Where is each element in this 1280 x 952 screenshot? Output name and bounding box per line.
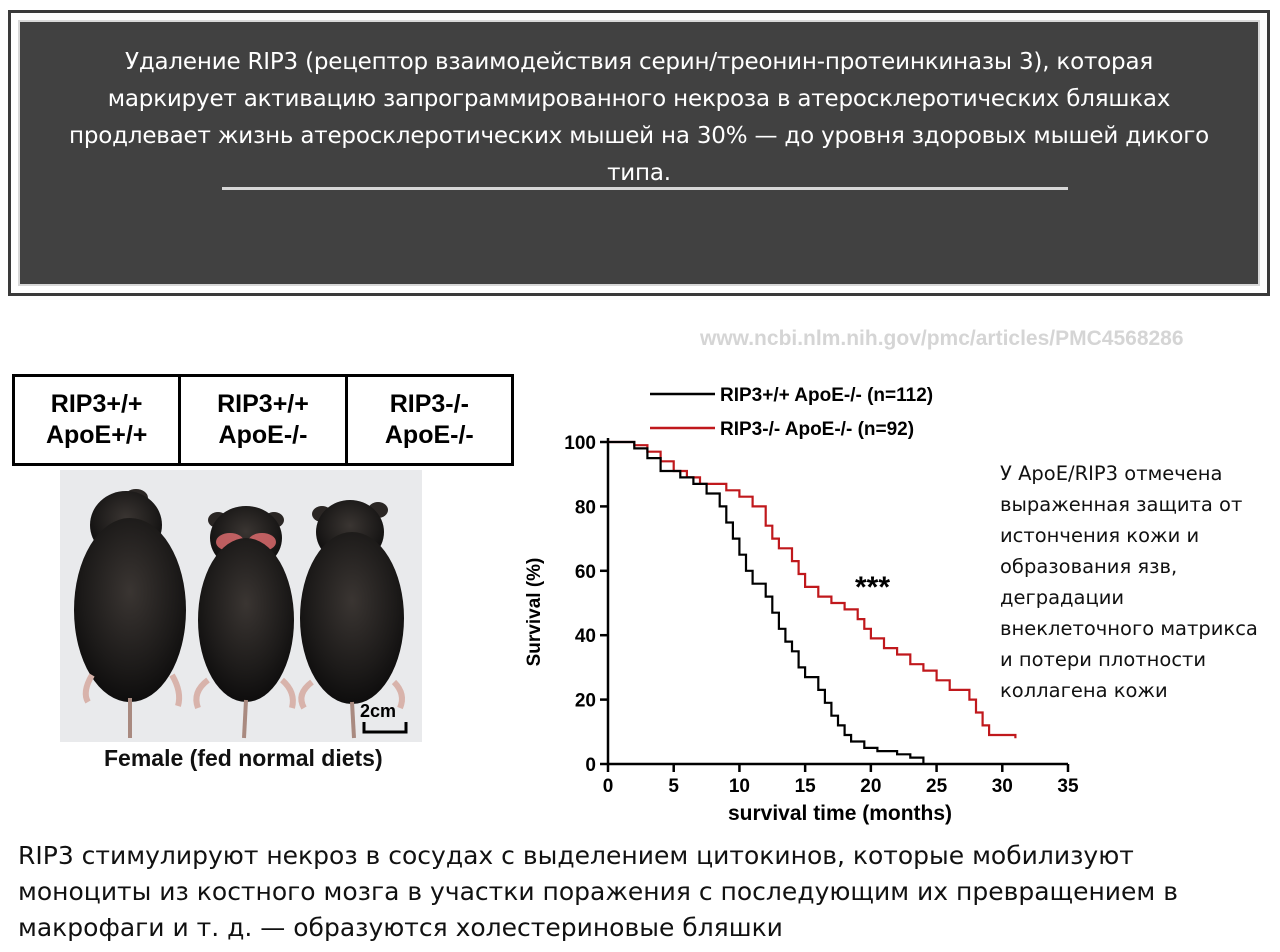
title-banner: Удаление RIP3 (рецептор взаимодействия с… (8, 10, 1270, 296)
y-axis-label: Survival (%) (524, 558, 545, 667)
survival-series-line (608, 440, 925, 764)
genotype-cell: RIP3+/+ ApoE-/- (181, 377, 348, 463)
y-tick-label: 100 (564, 433, 596, 454)
y-tick-label: 0 (585, 755, 596, 776)
mouse-1 (74, 489, 186, 738)
genotype-cell: RIP3+/+ ApoE+/+ (15, 377, 182, 463)
genotype-apoe-label: ApoE-/- (218, 421, 308, 449)
x-tick-label: 20 (860, 776, 881, 797)
x-axis-label: survival time (months) (728, 802, 952, 825)
mice-photo: 2cm (60, 470, 422, 742)
y-tick-label: 80 (575, 497, 596, 518)
scale-bar-label: 2cm (360, 701, 396, 721)
x-tick-label: 30 (992, 776, 1013, 797)
genotype-rip3-label: RIP3+/+ (50, 390, 143, 418)
y-tick-label: 60 (575, 562, 596, 583)
mice-illustration: 2cm (60, 470, 422, 742)
scale-bar: 2cm (360, 701, 408, 734)
genotype-apoe-label: ApoE+/+ (45, 421, 148, 449)
y-tick-label: 20 (575, 691, 596, 712)
banner-divider (222, 187, 1068, 190)
mouse-2 (193, 506, 296, 739)
photo-caption: Female (fed normal diets) (104, 745, 383, 771)
genotype-cell: RIP3-/- ApoE-/- (348, 377, 511, 463)
source-url: www.ncbi.nlm.nih.gov/pmc/articles/PMC456… (700, 327, 1184, 350)
y-tick-label: 40 (575, 626, 596, 647)
side-note: У ApoE/RIP3 отмечена выраженная защита о… (1000, 462, 1258, 702)
genotype-apoe-label: ApoE-/- (384, 421, 474, 449)
survival-series-line (608, 440, 1017, 739)
bottom-summary: RIP3 стимулируют некроз в сосудах с выде… (18, 841, 1178, 942)
legend-label: RIP3-/- ApoE-/- (n=92) (720, 419, 914, 440)
x-tick-label: 10 (729, 776, 750, 797)
significance-annotation: *** (855, 571, 890, 604)
x-tick-label: 35 (1057, 776, 1079, 797)
title-banner-inner: Удаление RIP3 (рецептор взаимодействия с… (18, 20, 1260, 286)
x-tick-label: 15 (795, 776, 817, 797)
genotype-table: RIP3+/+ ApoE+/+ RIP3+/+ ApoE-/- RIP3-/- … (12, 374, 514, 466)
x-tick-label: 5 (668, 776, 679, 797)
survival-chart: 0 20 40 60 80 100 0 5 10 15 20 25 30 35 RIP3+/+ ApoE-… (510, 372, 1100, 832)
genotype-rip3-label: RIP3-/- (389, 390, 469, 418)
banner-text: Удаление RIP3 (рецептор взаимодействия с… (69, 49, 1209, 186)
legend-label: RIP3+/+ ApoE-/- (n=112) (720, 385, 933, 406)
mouse-3 (298, 500, 405, 739)
x-tick-label: 0 (603, 776, 614, 797)
survival-chart-svg: 0 20 40 60 80 100 0 5 10 15 20 25 30 35 RIP3+/+ ApoE-… (524, 385, 1079, 825)
genotype-rip3-label: RIP3+/+ (217, 390, 309, 418)
x-tick-label: 25 (926, 776, 948, 797)
